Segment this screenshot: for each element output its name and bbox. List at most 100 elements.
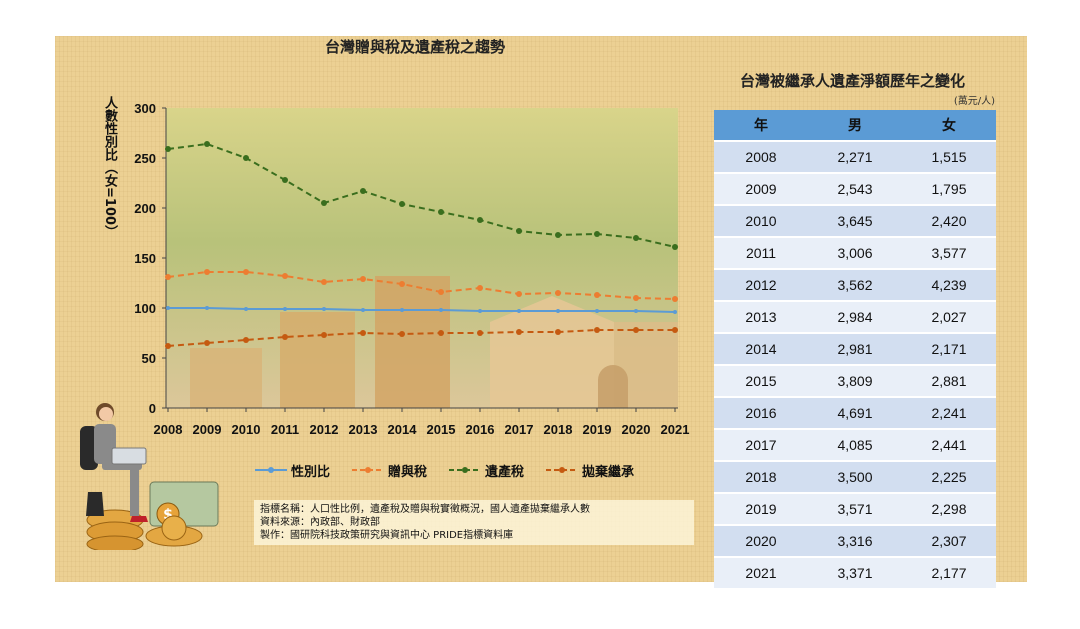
data-point bbox=[204, 269, 210, 275]
header-female: 女 bbox=[902, 110, 996, 141]
table-row: 2020 3,316 2,307 bbox=[714, 524, 996, 557]
chart-axes: 0 50 100 150 200 250 300 2008 2009 2010 2011 2012 20… bbox=[134, 101, 689, 437]
data-point bbox=[672, 327, 678, 333]
cell-male: 3,645 bbox=[808, 204, 902, 237]
x-tick-label: 2020 bbox=[622, 422, 651, 437]
cell-year: 2015 bbox=[714, 364, 808, 397]
x-tick-label: 2019 bbox=[583, 422, 612, 437]
data-point bbox=[205, 306, 209, 310]
table-row: 2015 3,809 2,881 bbox=[714, 364, 996, 397]
data-point bbox=[165, 274, 171, 280]
data-point bbox=[321, 200, 327, 206]
cell-year: 2020 bbox=[714, 524, 808, 557]
data-point bbox=[477, 285, 483, 291]
data-point bbox=[321, 279, 327, 285]
table-row: 2010 3,645 2,420 bbox=[714, 204, 996, 237]
woman-with-laptop-illustration: $ bbox=[80, 403, 219, 550]
legend-label: 性別比 bbox=[291, 464, 331, 480]
data-point bbox=[517, 309, 521, 313]
cell-year: 2017 bbox=[714, 428, 808, 461]
data-point bbox=[594, 231, 600, 237]
data-point bbox=[555, 329, 561, 335]
cell-male: 4,691 bbox=[808, 396, 902, 429]
table-row: 2014 2,981 2,171 bbox=[714, 332, 996, 365]
data-point bbox=[243, 269, 249, 275]
data-point bbox=[243, 155, 249, 161]
x-tick-label: 2016 bbox=[466, 422, 495, 437]
data-point bbox=[556, 309, 560, 313]
data-point bbox=[516, 228, 522, 234]
legend-item: 性別比 bbox=[255, 460, 330, 480]
cell-female: 2,171 bbox=[902, 332, 996, 365]
data-point bbox=[477, 217, 483, 223]
legend-item: 遺產稅 bbox=[449, 460, 524, 480]
cell-female: 2,881 bbox=[902, 364, 996, 397]
cell-female: 3,577 bbox=[902, 236, 996, 269]
data-point bbox=[672, 244, 678, 250]
data-point bbox=[594, 327, 600, 333]
data-point bbox=[282, 273, 288, 279]
y-tick-label: 150 bbox=[134, 251, 156, 266]
cell-male: 3,316 bbox=[808, 524, 902, 557]
source-notes: 指標名稱：人口性比例，遺產稅及贈與稅實徵概況，國人遺產拋棄繼承人數 資料來源：內… bbox=[254, 500, 694, 545]
y-tick-label: 300 bbox=[134, 101, 156, 116]
data-point bbox=[282, 334, 288, 340]
cell-male: 3,571 bbox=[808, 492, 902, 525]
legend-item: 拋棄繼承 bbox=[546, 460, 634, 480]
cell-year: 2019 bbox=[714, 492, 808, 525]
estate-net-amount-table: 年 男 女 2008 2,271 1,515 2009 2,543 1,795 2010 3,… bbox=[714, 110, 996, 588]
x-tick-label: 2008 bbox=[154, 422, 183, 437]
office-chair-icon bbox=[80, 426, 98, 470]
data-point bbox=[361, 308, 365, 312]
note-producer: 製作：國研院科技政策研究與資訊中心 PRIDE指標資料庫 bbox=[260, 530, 514, 541]
cell-year: 2008 bbox=[714, 140, 808, 173]
legend-label: 拋棄繼承 bbox=[582, 464, 635, 480]
data-point bbox=[516, 329, 522, 335]
table-row: 2008 2,271 1,515 bbox=[714, 140, 996, 173]
laptop-icon bbox=[111, 447, 147, 465]
data-point bbox=[516, 291, 522, 297]
data-point bbox=[439, 308, 443, 312]
series-line bbox=[168, 307, 676, 313]
cell-female: 2,027 bbox=[902, 300, 996, 333]
cell-male: 4,085 bbox=[808, 428, 902, 461]
x-tick-label: 2021 bbox=[661, 422, 690, 437]
data-point bbox=[204, 141, 210, 147]
cell-female: 2,298 bbox=[902, 492, 996, 525]
data-point bbox=[165, 146, 171, 152]
table-row: 2012 3,562 4,239 bbox=[714, 268, 996, 301]
series-layer bbox=[165, 141, 678, 349]
header-male: 男 bbox=[808, 110, 902, 141]
x-tick-label: 2011 bbox=[271, 422, 299, 437]
x-tick-label: 2017 bbox=[505, 422, 534, 437]
data-point bbox=[634, 309, 638, 313]
cell-female: 2,441 bbox=[902, 428, 996, 461]
series-line bbox=[167, 271, 676, 300]
cell-male: 2,981 bbox=[808, 332, 902, 365]
data-point bbox=[360, 330, 366, 336]
data-point bbox=[633, 327, 639, 333]
data-point bbox=[438, 330, 444, 336]
cell-male: 3,006 bbox=[808, 236, 902, 269]
x-tick-label: 2009 bbox=[193, 422, 222, 437]
legend-item: 贈與稅 bbox=[352, 460, 427, 480]
data-point bbox=[595, 309, 599, 313]
data-point bbox=[672, 296, 678, 302]
x-tick-label: 2010 bbox=[232, 422, 261, 437]
y-tick-label: 250 bbox=[134, 151, 156, 166]
cell-year: 2014 bbox=[714, 332, 808, 365]
y-tick-label: 200 bbox=[134, 201, 156, 216]
table-row: 2019 3,571 2,298 bbox=[714, 492, 996, 525]
cell-year: 2021 bbox=[714, 556, 808, 588]
data-point bbox=[399, 281, 405, 287]
y-tick-label: 50 bbox=[142, 351, 156, 366]
x-tick-label: 2013 bbox=[349, 422, 378, 437]
series-line bbox=[167, 329, 675, 347]
cell-female: 2,225 bbox=[902, 460, 996, 493]
data-point bbox=[204, 340, 210, 346]
data-point bbox=[438, 209, 444, 215]
table-unit: (萬元/人) bbox=[953, 96, 995, 107]
data-point bbox=[633, 295, 639, 301]
data-point bbox=[400, 308, 404, 312]
